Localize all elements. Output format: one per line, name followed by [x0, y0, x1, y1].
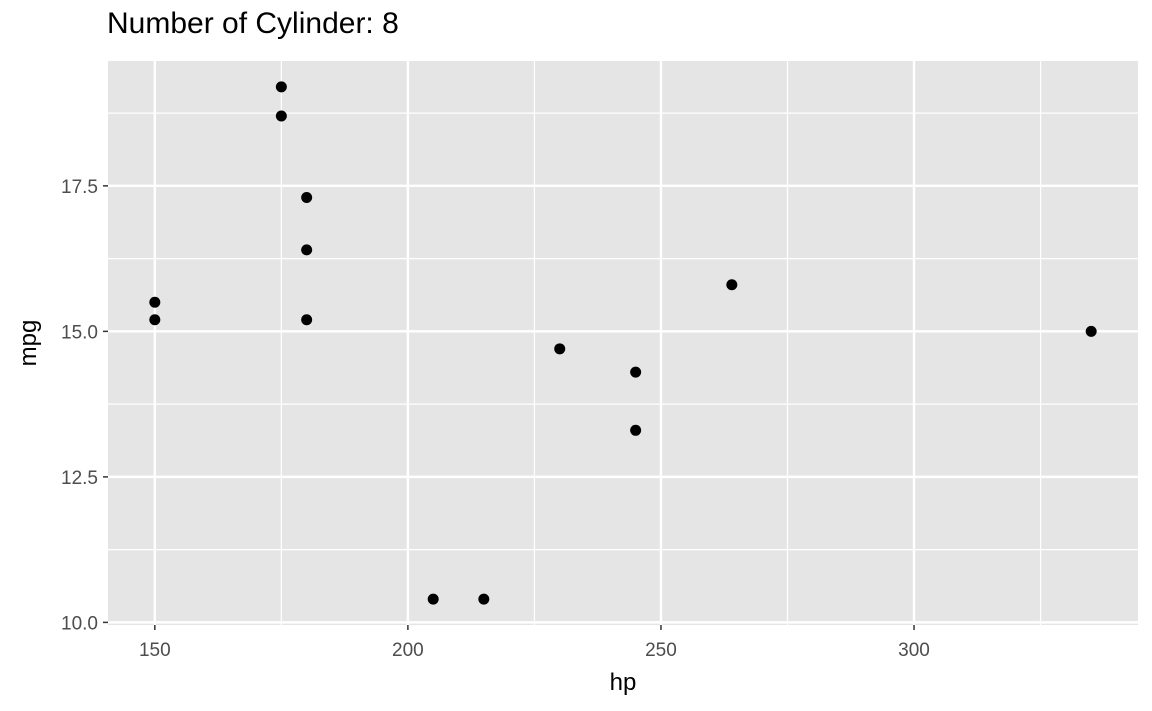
y-axis-title: mpg	[15, 320, 42, 367]
x-tick-label: 200	[392, 640, 424, 661]
data-point	[427, 593, 439, 605]
y-tick-label: 10.0	[61, 613, 98, 634]
chart-title: Number of Cylinder: 8	[107, 7, 399, 40]
data-point	[554, 343, 566, 355]
data-point	[478, 593, 490, 605]
data-point	[275, 81, 287, 93]
y-tick-label: 15.0	[61, 322, 98, 343]
y-tick-label: 17.5	[61, 177, 98, 198]
data-point	[1085, 325, 1097, 337]
x-tick-label: 150	[139, 640, 171, 661]
data-point	[301, 191, 313, 203]
data-point	[275, 110, 287, 122]
y-axis: 10.0 12.5 15.0 17.5	[61, 177, 108, 634]
data-point	[630, 424, 642, 436]
data-points	[149, 81, 1097, 605]
data-point	[149, 314, 161, 326]
data-point	[630, 366, 642, 378]
x-tick-label: 300	[898, 640, 930, 661]
x-axis: 150 200 250 300	[139, 625, 930, 661]
data-point	[726, 279, 738, 291]
major-gridlines	[108, 61, 1138, 625]
x-axis-title: hp	[610, 669, 637, 696]
data-point	[301, 244, 313, 256]
x-tick-label: 250	[645, 640, 677, 661]
plot-panel	[108, 61, 1138, 625]
data-point	[149, 296, 161, 308]
y-tick-label: 12.5	[61, 468, 98, 489]
data-point	[301, 314, 313, 326]
